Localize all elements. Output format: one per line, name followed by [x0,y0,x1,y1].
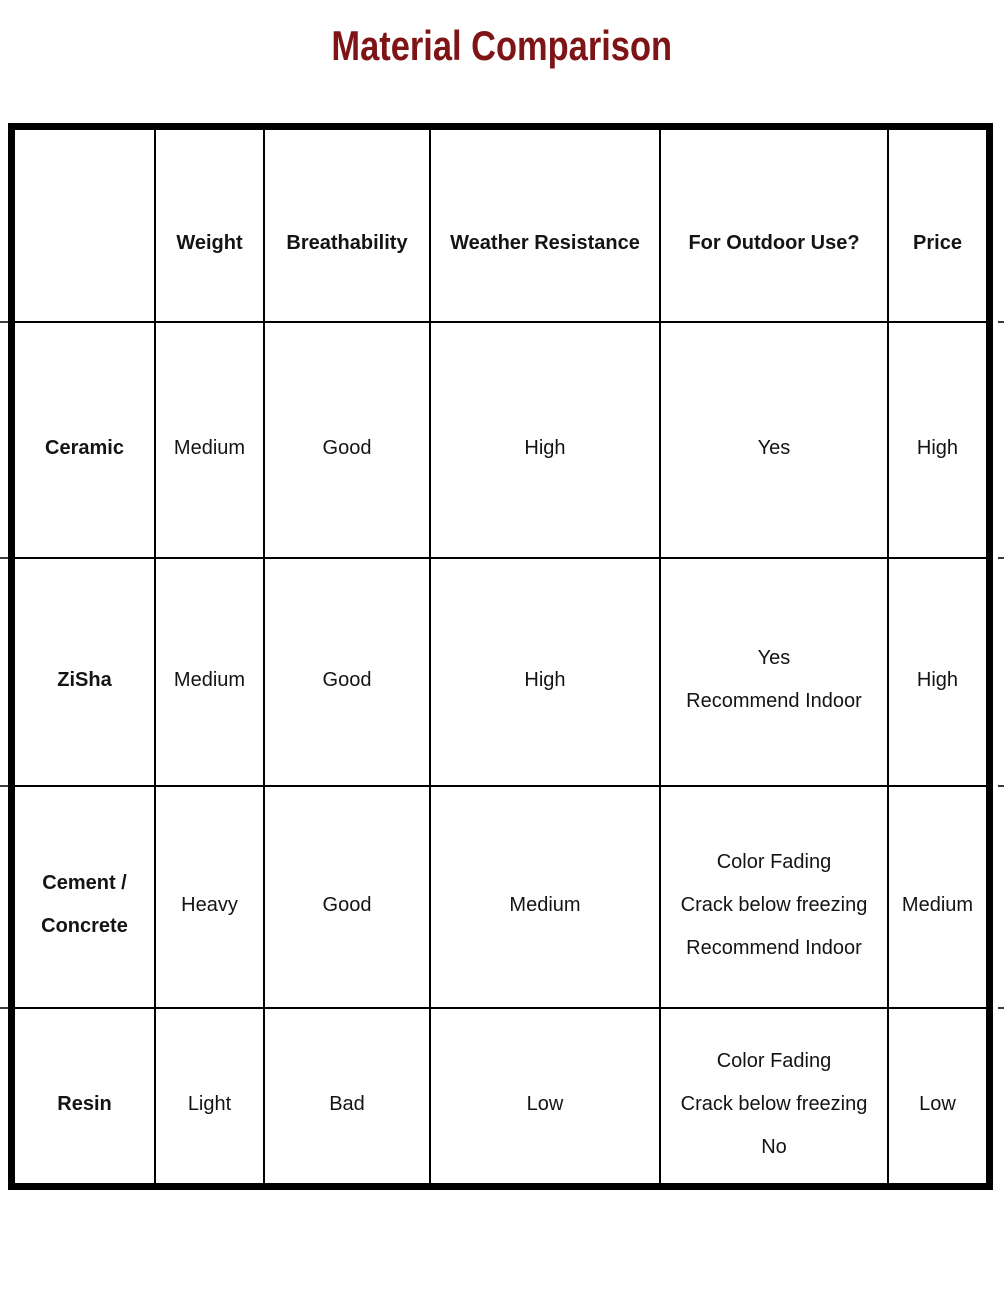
gridline-tick-left-4 [0,1007,8,1009]
gridline-tick-right-3 [998,785,1004,787]
header-cell-blank [13,128,156,323]
gridline-tick-left-1 [0,321,8,323]
header-cell-price: Price [887,128,988,323]
page-title: Material Comparison [331,22,673,69]
gridline-tick-right-1 [998,321,1004,323]
header-row: Weight Breathability Weather Resistance … [13,128,988,323]
cell-zisha-outdoor-use: Yes Recommend Indoor [659,557,889,787]
gridline-tick-left-3 [0,785,8,787]
table-row-zisha: ZiSha Medium Good High Yes Recommend Ind… [13,557,988,787]
cell-ceramic-material: Ceramic [13,321,156,559]
header-cell-outdoor-use: For Outdoor Use? [659,128,889,323]
cell-zisha-weather-resistance: High [429,557,661,787]
cell-ceramic-price: High [887,321,988,559]
title-area: Material Comparison [0,22,1004,70]
header-cell-breathability: Breathability [263,128,431,323]
cell-cement-weight: Heavy [154,785,265,1009]
cell-cement-outdoor-use: Color Fading Crack below freezing Recomm… [659,785,889,1009]
gridline-tick-right-4 [998,1007,1004,1009]
cell-zisha-price: High [887,557,988,787]
cell-resin-breathability: Bad [263,1007,431,1185]
cell-ceramic-weather-resistance: High [429,321,661,559]
cell-ceramic-breathability: Good [263,321,431,559]
cell-ceramic-outdoor-use: Yes [659,321,889,559]
gridline-tick-left-2 [0,557,8,559]
header-cell-weather-resistance: Weather Resistance [429,128,661,323]
comparison-table: Weight Breathability Weather Resistance … [13,128,988,1185]
table-row-resin: Resin Light Bad Low Color Fading Crack b… [13,1007,988,1185]
cell-resin-weather-resistance: Low [429,1007,661,1185]
cell-cement-price: Medium [887,785,988,1009]
gridline-tick-right-2 [998,557,1004,559]
cell-resin-outdoor-use: Color Fading Crack below freezing No [659,1007,889,1185]
cell-resin-price: Low [887,1007,988,1185]
cell-resin-weight: Light [154,1007,265,1185]
cell-ceramic-weight: Medium [154,321,265,559]
table-row-cement-concrete: Cement / Concrete Heavy Good Medium Colo… [13,785,988,1009]
cell-zisha-weight: Medium [154,557,265,787]
cell-zisha-material: ZiSha [13,557,156,787]
header-cell-weight: Weight [154,128,265,323]
comparison-table-frame: Weight Breathability Weather Resistance … [8,123,993,1190]
cell-cement-breathability: Good [263,785,431,1009]
cell-zisha-breathability: Good [263,557,431,787]
cell-resin-material: Resin [13,1007,156,1185]
cell-cement-weather-resistance: Medium [429,785,661,1009]
cell-cement-material: Cement / Concrete [13,785,156,1009]
table-row-ceramic: Ceramic Medium Good High Yes High [13,321,988,559]
